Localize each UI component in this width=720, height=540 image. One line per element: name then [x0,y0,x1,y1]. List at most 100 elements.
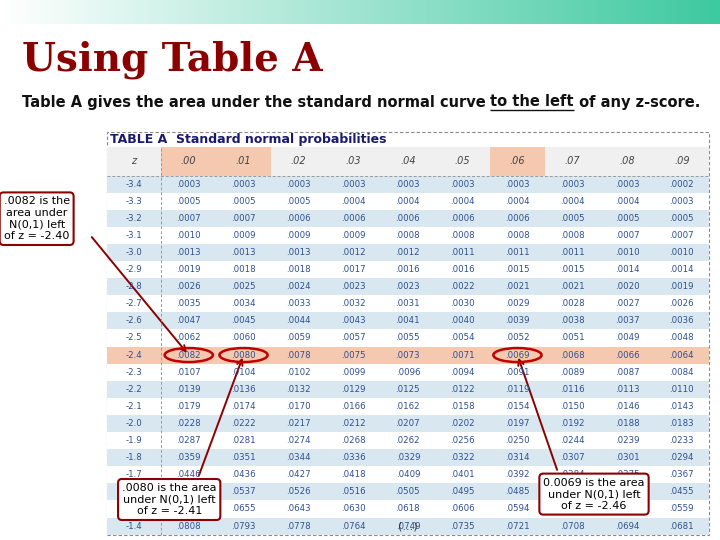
Text: .0708: .0708 [560,522,585,530]
Text: .0004: .0004 [560,197,585,206]
Text: .0005: .0005 [286,197,310,206]
Text: .04: .04 [400,157,415,166]
Text: .0630: .0630 [341,504,366,514]
Text: .0013: .0013 [176,248,201,257]
Text: .0080: .0080 [231,350,256,360]
Text: .0008: .0008 [505,231,530,240]
Text: .0174: .0174 [231,402,256,411]
Text: .0010: .0010 [670,248,694,257]
Text: .0006: .0006 [505,214,530,223]
Text: -1.9: -1.9 [126,436,143,445]
Text: .0207: .0207 [395,419,420,428]
Text: -3.0: -3.0 [125,248,143,257]
Text: .0427: .0427 [286,470,310,480]
Text: .0344: .0344 [286,453,310,462]
Bar [107,278,709,295]
Text: .0026: .0026 [176,282,201,291]
Text: .0082 is the
area under
N(0,1) left
of z = -2.40: .0082 is the area under N(0,1) left of z… [4,197,70,241]
Text: .0516: .0516 [341,488,366,496]
Text: .0014: .0014 [615,265,639,274]
Text: .0007: .0007 [176,214,201,223]
Text: .0104: .0104 [231,368,256,377]
Text: .0008: .0008 [560,231,585,240]
Text: .0019: .0019 [176,265,201,274]
Text: .0559: .0559 [670,504,694,514]
Text: .0735: .0735 [450,522,475,530]
Text: .0006: .0006 [341,214,366,223]
Text: .0351: .0351 [231,453,256,462]
Text: .0239: .0239 [615,436,639,445]
Bar [107,466,709,483]
Text: .0014: .0014 [670,265,694,274]
Text: .0446: .0446 [176,470,201,480]
Text: .0080 is the area
under N(0,1) left
of z = -2.41: .0080 is the area under N(0,1) left of z… [122,483,217,516]
Text: .0764: .0764 [341,522,366,530]
Text: .0262: .0262 [395,436,420,445]
Bar [107,227,709,244]
Text: .0027: .0027 [615,299,639,308]
Text: -2.3: -2.3 [125,368,143,377]
Bar [107,193,709,210]
Text: 0.0069 is the area
under N(0,1) left
of z = -2.46: 0.0069 is the area under N(0,1) left of … [544,477,644,511]
Text: .0015: .0015 [560,265,585,274]
Text: .0222: .0222 [231,419,256,428]
Text: .07: .07 [564,157,580,166]
Text: .0526: .0526 [286,488,310,496]
Bar [216,347,271,363]
Bar [107,329,709,347]
Text: .0125: .0125 [395,384,420,394]
Text: -2.1: -2.1 [125,402,143,411]
Text: .00: .00 [181,157,197,166]
Text: .0005: .0005 [670,214,694,223]
Text: .0749: .0749 [395,522,420,530]
Bar [107,176,709,193]
Text: to the left: to the left [490,94,574,110]
Text: .0808: .0808 [176,522,201,530]
Text: .0158: .0158 [450,402,475,411]
Text: .0031: .0031 [395,299,420,308]
Text: .0087: .0087 [615,368,639,377]
Text: .0102: .0102 [286,368,310,377]
Text: .0035: .0035 [176,299,201,308]
Text: .0409: .0409 [395,470,420,480]
Text: .0022: .0022 [450,282,475,291]
Text: .0018: .0018 [231,265,256,274]
Text: .0003: .0003 [560,180,585,188]
Text: .0287: .0287 [176,436,201,445]
Text: .0268: .0268 [341,436,366,445]
Text: .0033: .0033 [286,299,310,308]
Text: .0013: .0013 [286,248,310,257]
Text: .0668: .0668 [176,504,201,514]
Text: .0054: .0054 [450,333,475,342]
Text: .0122: .0122 [450,384,475,394]
Text: TABLE A  Standard normal probabilities: TABLE A Standard normal probabilities [110,133,387,146]
Text: .03: .03 [346,157,361,166]
Text: (...): (...) [398,521,418,531]
Text: .01: .01 [235,157,251,166]
Text: .0307: .0307 [560,453,585,462]
Text: .0018: .0018 [286,265,310,274]
Text: -1.5: -1.5 [125,504,143,514]
Text: .0110: .0110 [670,384,694,394]
Bar [107,432,709,449]
Text: .0116: .0116 [560,384,585,394]
Bar [161,347,216,363]
Text: Using Table A: Using Table A [22,40,323,79]
Text: .0192: .0192 [560,419,585,428]
Text: .0025: .0025 [231,282,256,291]
Text: .0021: .0021 [560,282,585,291]
Bar [107,449,709,466]
Text: .0012: .0012 [341,248,366,257]
Text: .0005: .0005 [231,197,256,206]
Bar [107,363,709,381]
Bar [107,312,709,329]
Text: -2.8: -2.8 [125,282,143,291]
Text: .0011: .0011 [505,248,530,257]
Text: .02: .02 [290,157,306,166]
Text: .0384: .0384 [560,470,585,480]
Text: .0162: .0162 [395,402,420,411]
Text: .0034: .0034 [231,299,256,308]
Text: -2.2: -2.2 [125,384,143,394]
Text: .0071: .0071 [450,350,475,360]
Text: .0009: .0009 [286,231,310,240]
